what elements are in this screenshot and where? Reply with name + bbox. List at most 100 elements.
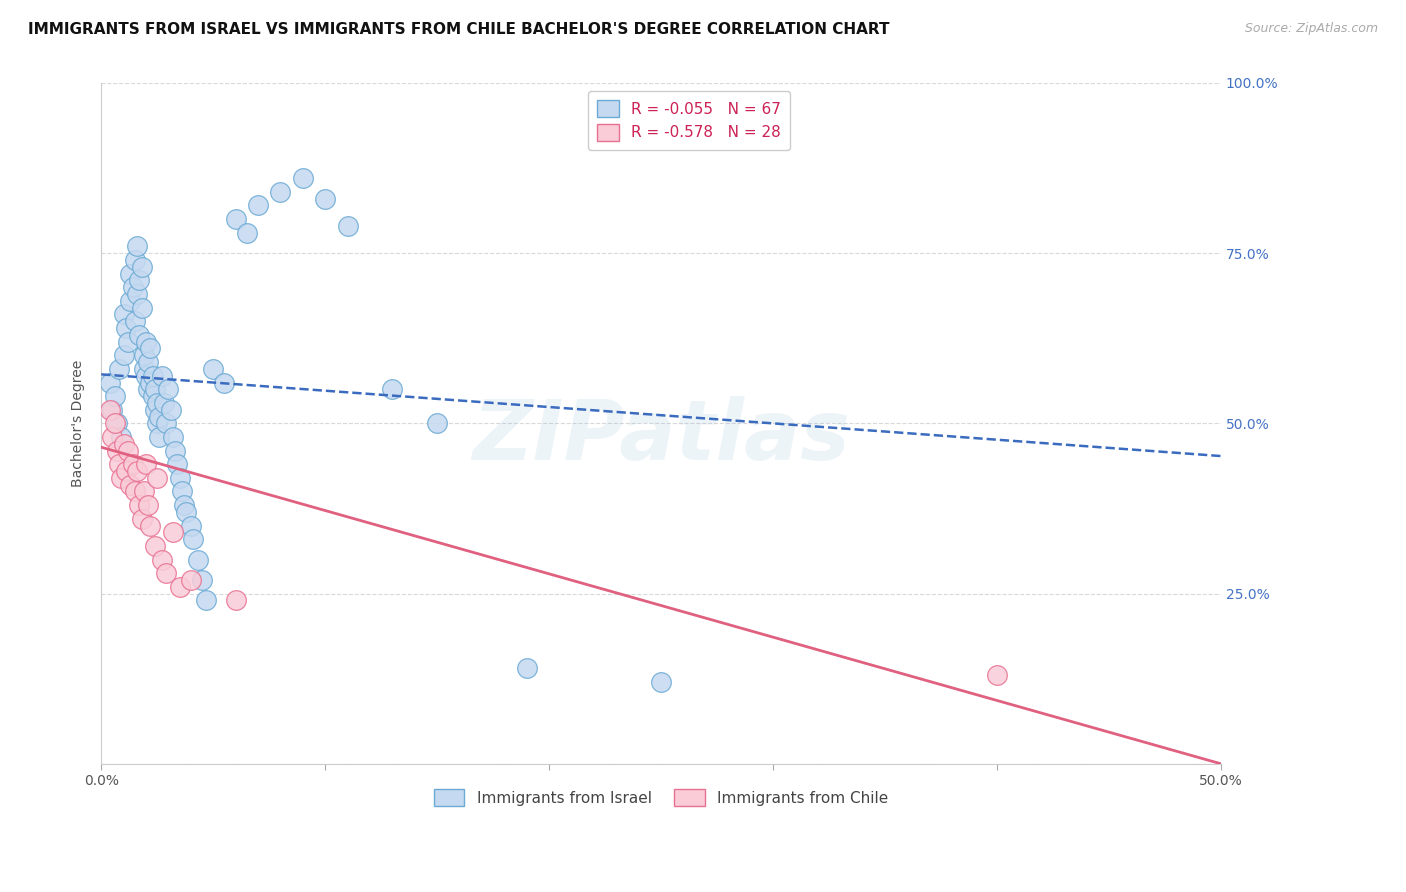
Point bbox=[180, 518, 202, 533]
Point bbox=[157, 382, 180, 396]
Point bbox=[136, 498, 159, 512]
Y-axis label: Bachelor's Degree: Bachelor's Degree bbox=[72, 359, 86, 487]
Point bbox=[146, 396, 169, 410]
Point bbox=[128, 273, 150, 287]
Point bbox=[117, 443, 139, 458]
Point bbox=[153, 396, 176, 410]
Point bbox=[426, 417, 449, 431]
Point bbox=[139, 518, 162, 533]
Text: IMMIGRANTS FROM ISRAEL VS IMMIGRANTS FROM CHILE BACHELOR'S DEGREE CORRELATION CH: IMMIGRANTS FROM ISRAEL VS IMMIGRANTS FRO… bbox=[28, 22, 890, 37]
Point bbox=[98, 376, 121, 390]
Point bbox=[162, 430, 184, 444]
Point bbox=[650, 675, 672, 690]
Point bbox=[155, 566, 177, 581]
Point bbox=[112, 348, 135, 362]
Point bbox=[104, 389, 127, 403]
Point bbox=[125, 239, 148, 253]
Text: Source: ZipAtlas.com: Source: ZipAtlas.com bbox=[1244, 22, 1378, 36]
Point bbox=[131, 260, 153, 274]
Point bbox=[110, 471, 132, 485]
Point bbox=[105, 443, 128, 458]
Point bbox=[139, 342, 162, 356]
Point bbox=[146, 417, 169, 431]
Point bbox=[169, 580, 191, 594]
Point bbox=[115, 464, 138, 478]
Point bbox=[135, 457, 157, 471]
Point bbox=[143, 382, 166, 396]
Point bbox=[121, 457, 143, 471]
Point bbox=[104, 417, 127, 431]
Point bbox=[139, 376, 162, 390]
Point bbox=[165, 443, 187, 458]
Point bbox=[186, 552, 208, 566]
Point bbox=[124, 252, 146, 267]
Point bbox=[381, 382, 404, 396]
Point bbox=[136, 382, 159, 396]
Point bbox=[120, 477, 142, 491]
Point bbox=[117, 334, 139, 349]
Text: ZIPatlas: ZIPatlas bbox=[472, 397, 851, 477]
Point bbox=[236, 226, 259, 240]
Point bbox=[101, 402, 124, 417]
Point bbox=[128, 498, 150, 512]
Point bbox=[110, 430, 132, 444]
Point bbox=[150, 552, 173, 566]
Point bbox=[124, 314, 146, 328]
Point bbox=[142, 368, 165, 383]
Point bbox=[202, 362, 225, 376]
Point bbox=[246, 198, 269, 212]
Point bbox=[170, 484, 193, 499]
Point bbox=[214, 376, 236, 390]
Point bbox=[135, 334, 157, 349]
Point bbox=[150, 368, 173, 383]
Point bbox=[131, 301, 153, 315]
Point bbox=[124, 484, 146, 499]
Point bbox=[112, 437, 135, 451]
Point bbox=[105, 417, 128, 431]
Point bbox=[336, 219, 359, 233]
Point bbox=[108, 457, 131, 471]
Point bbox=[135, 368, 157, 383]
Point bbox=[98, 402, 121, 417]
Point bbox=[108, 362, 131, 376]
Point bbox=[120, 293, 142, 308]
Point bbox=[125, 464, 148, 478]
Point bbox=[159, 402, 181, 417]
Point bbox=[166, 457, 188, 471]
Point bbox=[148, 430, 170, 444]
Point bbox=[128, 327, 150, 342]
Point bbox=[121, 280, 143, 294]
Point bbox=[142, 389, 165, 403]
Point bbox=[180, 573, 202, 587]
Point bbox=[195, 593, 218, 607]
Point bbox=[191, 573, 214, 587]
Point bbox=[101, 430, 124, 444]
Point bbox=[143, 402, 166, 417]
Point bbox=[120, 267, 142, 281]
Point bbox=[269, 185, 291, 199]
Point bbox=[291, 171, 314, 186]
Point bbox=[225, 593, 247, 607]
Point bbox=[131, 512, 153, 526]
Point bbox=[986, 668, 1008, 682]
Point bbox=[173, 498, 195, 512]
Point bbox=[132, 484, 155, 499]
Point bbox=[143, 539, 166, 553]
Point bbox=[516, 661, 538, 675]
Point bbox=[125, 287, 148, 301]
Point bbox=[132, 348, 155, 362]
Point bbox=[155, 417, 177, 431]
Point bbox=[169, 471, 191, 485]
Point bbox=[314, 192, 336, 206]
Point bbox=[115, 321, 138, 335]
Point bbox=[162, 525, 184, 540]
Point bbox=[148, 409, 170, 424]
Point bbox=[146, 471, 169, 485]
Legend: Immigrants from Israel, Immigrants from Chile: Immigrants from Israel, Immigrants from … bbox=[426, 781, 896, 814]
Point bbox=[132, 362, 155, 376]
Point bbox=[181, 532, 204, 546]
Point bbox=[176, 505, 198, 519]
Point bbox=[112, 308, 135, 322]
Point bbox=[136, 355, 159, 369]
Point bbox=[225, 212, 247, 227]
